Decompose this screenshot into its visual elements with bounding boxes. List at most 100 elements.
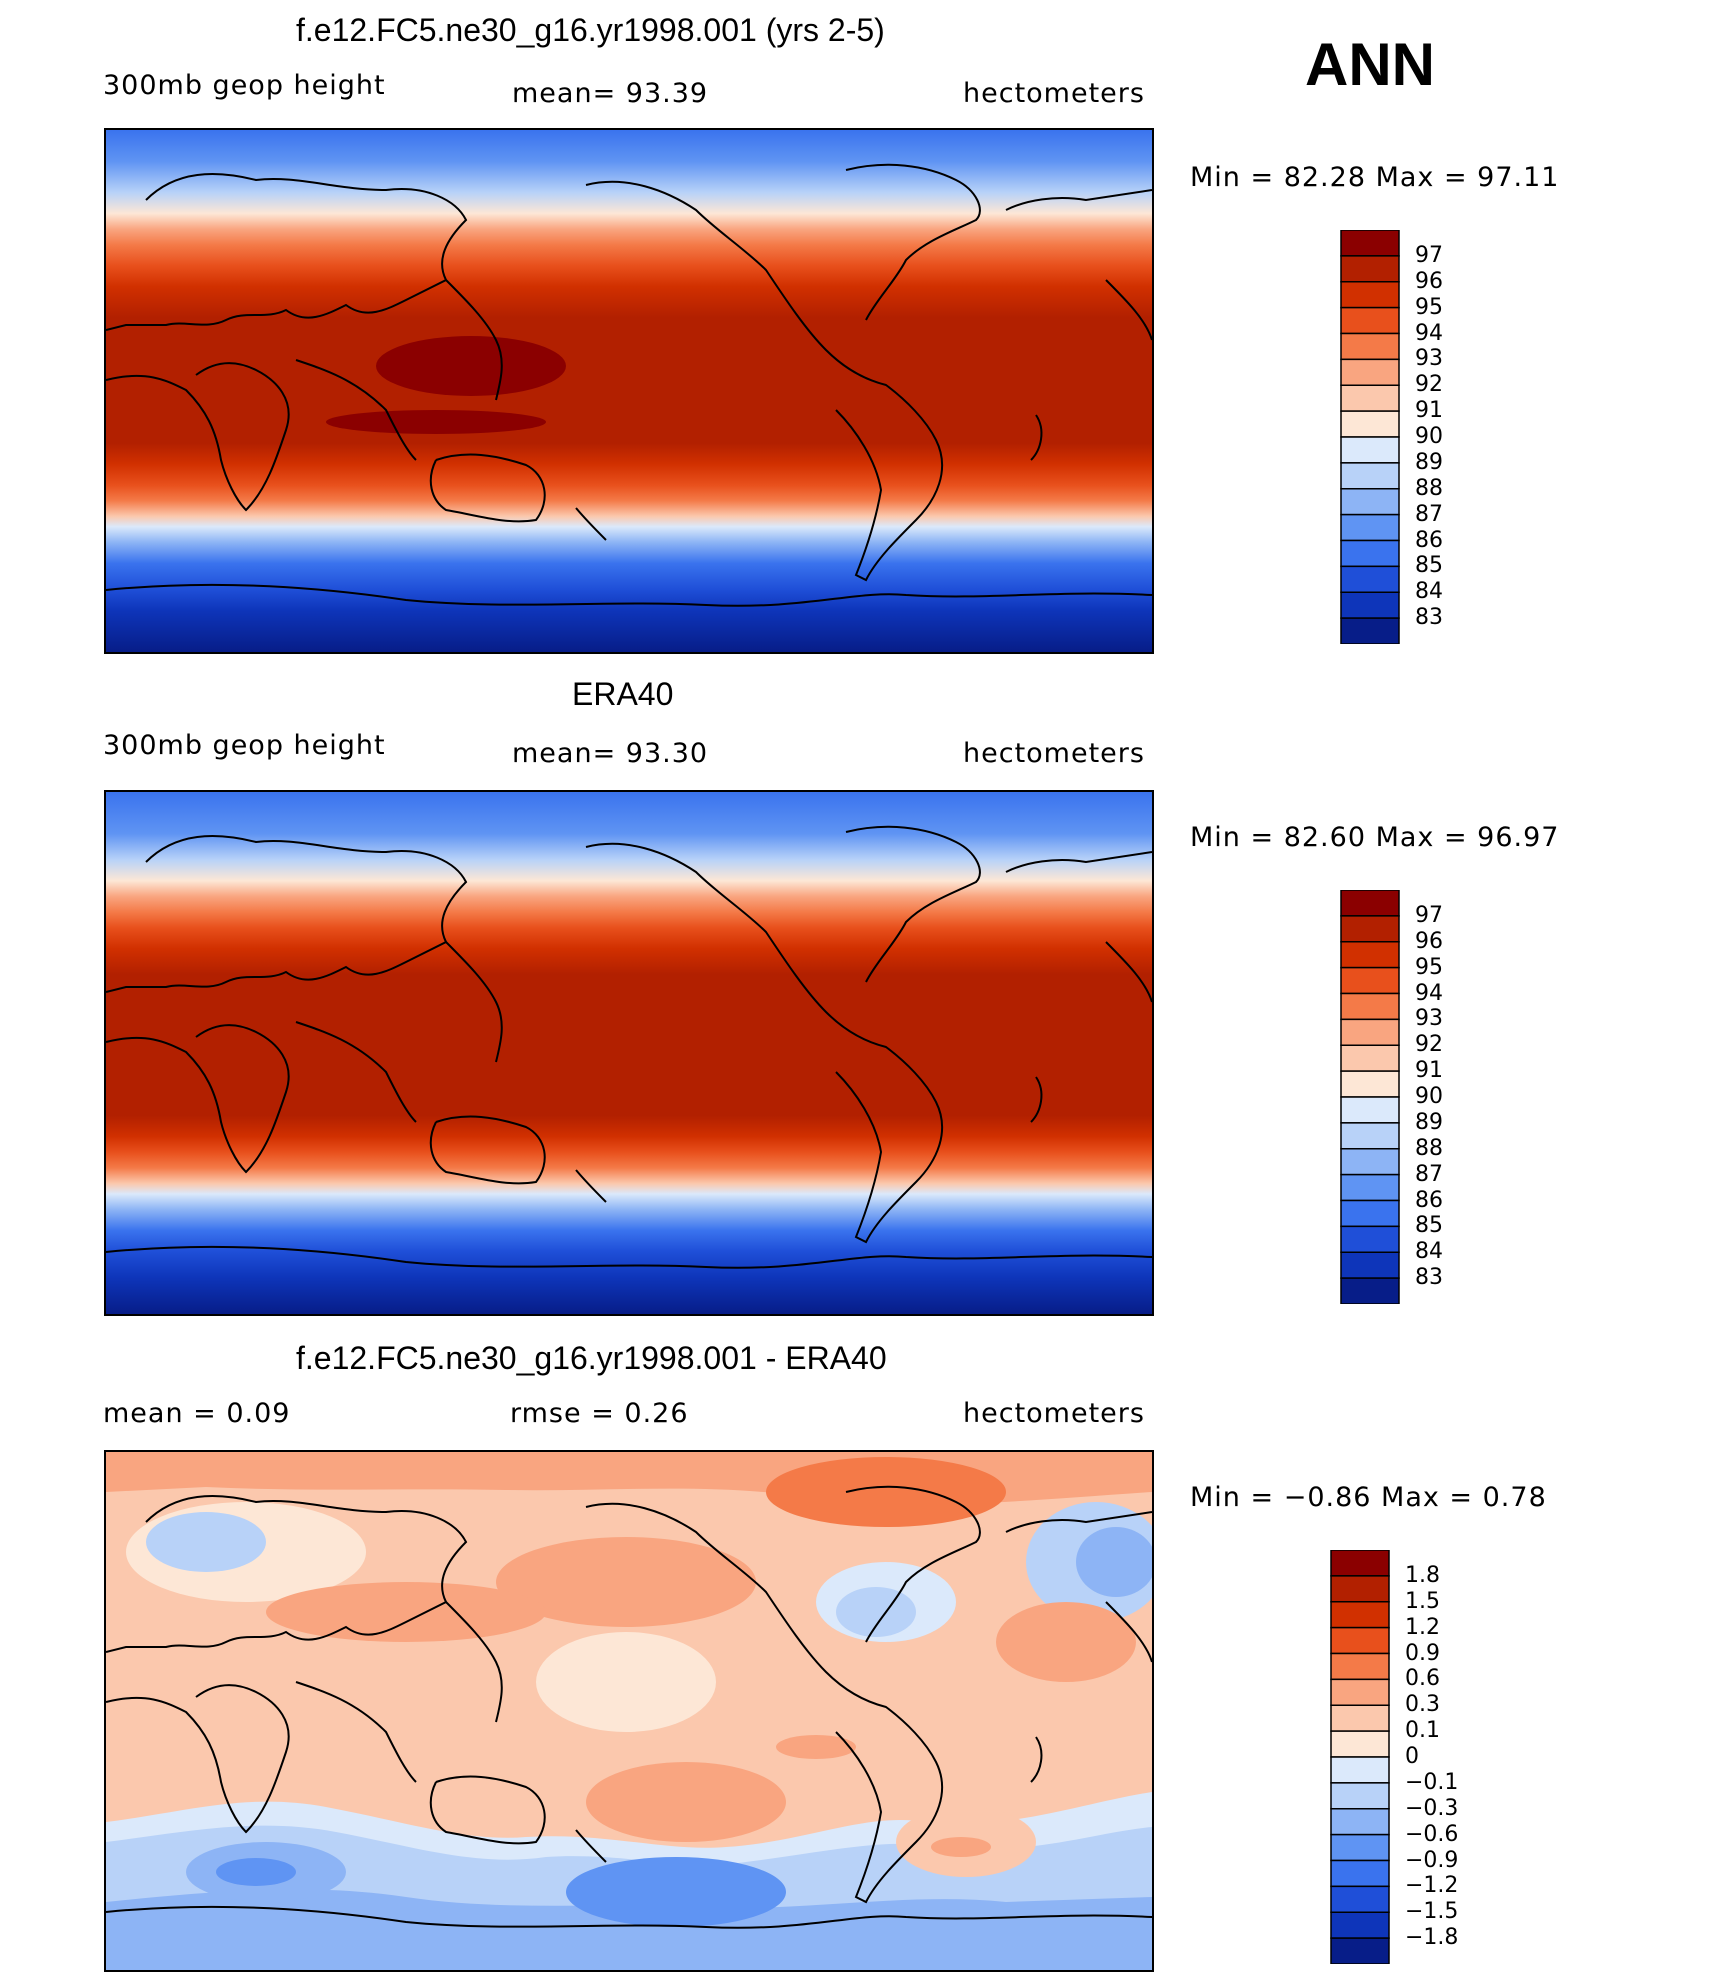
panel2-mean-label: mean= 93.30 xyxy=(512,738,709,769)
colorbar-swatch xyxy=(1340,281,1400,309)
panel3-units-label: hectometers xyxy=(963,1398,1145,1429)
colorbar-label: 88 xyxy=(1415,1135,1443,1161)
colorbar-label: 87 xyxy=(1415,1161,1443,1187)
colorbar-swatch xyxy=(1340,1044,1400,1072)
colorbar-label: 1.2 xyxy=(1405,1614,1440,1640)
colorbar-swatch xyxy=(1340,384,1400,412)
colorbar-swatch xyxy=(1330,1885,1390,1913)
colorbar-swatch xyxy=(1330,1730,1390,1758)
colorbar-label: 0.6 xyxy=(1405,1666,1440,1692)
colorbar-swatch xyxy=(1340,462,1400,490)
colorbar-swatch xyxy=(1340,617,1400,645)
colorbar-label: 95 xyxy=(1415,954,1443,980)
colorbar-swatch xyxy=(1340,992,1400,1021)
colorbar-swatch xyxy=(1340,1018,1400,1046)
colorbar-swatch xyxy=(1340,915,1400,943)
panel3-title: f.e12.FC5.ne30_g16.yr1998.001 - ERA40 xyxy=(296,1340,887,1376)
colorbar-label: 94 xyxy=(1415,320,1443,346)
colorbar-label: 88 xyxy=(1415,475,1443,501)
colorbar-label: 92 xyxy=(1415,1032,1443,1058)
colorbar-swatch xyxy=(1340,332,1400,361)
colorbar-swatch xyxy=(1330,1704,1390,1732)
colorbar-label: 0.3 xyxy=(1405,1692,1440,1718)
panel1-max-region xyxy=(376,336,566,396)
colorbar-swatch xyxy=(1340,1251,1400,1279)
colorbar-swatch xyxy=(1340,488,1400,516)
colorbar-label: 89 xyxy=(1415,449,1443,475)
colorbar-label: −0.9 xyxy=(1405,1847,1459,1873)
colorbar-swatch xyxy=(1330,1626,1390,1655)
panel2-colorbar-labels: 97 96 95 94 93 92 91 90 89 88 87 86 85 84 83 xyxy=(1415,890,1515,1304)
colorbar-swatch xyxy=(1340,255,1400,283)
colorbar-label: −1.8 xyxy=(1405,1925,1459,1951)
panel3-colorbar xyxy=(1330,1549,1390,1965)
colorbar-swatch xyxy=(1330,1859,1390,1888)
colorbar-swatch xyxy=(1340,306,1400,335)
panel1-title: f.e12.FC5.ne30_g16.yr1998.001 (yrs 2-5) xyxy=(296,12,885,48)
panel1-field xyxy=(106,130,1152,652)
colorbar-swatch xyxy=(1340,1199,1400,1228)
colorbar-swatch xyxy=(1340,1225,1400,1253)
colorbar-swatch xyxy=(1340,889,1400,917)
panel1-units-label: hectometers xyxy=(963,78,1145,109)
panel3-rmse-label: rmse = 0.26 xyxy=(510,1398,689,1429)
colorbar-swatch xyxy=(1340,591,1400,619)
colorbar-swatch xyxy=(1330,1652,1390,1681)
colorbar-label: 93 xyxy=(1415,346,1443,372)
colorbar-label: 86 xyxy=(1415,1187,1443,1213)
colorbar-swatch xyxy=(1330,1833,1390,1862)
colorbar-swatch xyxy=(1330,1549,1390,1577)
panel3-map xyxy=(104,1450,1154,1972)
colorbar-label: 85 xyxy=(1415,1213,1443,1239)
colorbar-label: 84 xyxy=(1415,1239,1443,1265)
colorbar-label: 0.1 xyxy=(1405,1718,1440,1744)
colorbar-swatch xyxy=(1340,941,1400,969)
panel2-field xyxy=(106,792,1152,1314)
colorbar-label: 95 xyxy=(1415,294,1443,320)
colorbar-swatch xyxy=(1330,1937,1390,1965)
panel2-variable-label: 300mb geop height xyxy=(103,730,386,761)
colorbar-swatch xyxy=(1340,513,1400,542)
panel3-colorbar-labels: 1.8 1.5 1.2 0.9 0.6 0.3 0.1 0 −0.1 −0.3 −0.6 −0.9 −1… xyxy=(1405,1550,1515,1964)
colorbar-swatch xyxy=(1340,539,1400,568)
panel2-title: ERA40 xyxy=(572,676,674,712)
colorbar-label: 1.5 xyxy=(1405,1588,1440,1614)
colorbar-swatch xyxy=(1330,1601,1390,1629)
colorbar-swatch xyxy=(1330,1575,1390,1603)
colorbar-label: −0.1 xyxy=(1405,1769,1459,1795)
panel3-minmax: Min = −0.86 Max = 0.78 xyxy=(1190,1482,1547,1513)
panel3-coastlines xyxy=(106,1485,1152,1929)
colorbar-swatch xyxy=(1340,1070,1400,1098)
colorbar-label: 97 xyxy=(1415,902,1443,928)
panel2-coastlines xyxy=(106,825,1152,1269)
colorbar-label: 90 xyxy=(1415,1084,1443,1109)
panel2-units-label: hectometers xyxy=(963,738,1145,769)
colorbar-label: 91 xyxy=(1415,398,1443,424)
colorbar-label: 83 xyxy=(1415,605,1443,631)
colorbar-label: 85 xyxy=(1415,553,1443,579)
colorbar-swatch xyxy=(1330,1782,1390,1810)
panel2-colorbar xyxy=(1340,889,1400,1305)
colorbar-label: 93 xyxy=(1415,1006,1443,1032)
colorbar-swatch xyxy=(1340,1096,1400,1124)
colorbar-label: 1.8 xyxy=(1405,1562,1440,1588)
colorbar-label: 89 xyxy=(1415,1109,1443,1135)
panel1-colorbar-labels: 97 96 95 94 93 92 91 90 89 88 87 86 85 84 83 xyxy=(1415,230,1515,644)
panel2-map xyxy=(104,790,1154,1316)
colorbar-swatch xyxy=(1340,358,1400,386)
colorbar-label: 94 xyxy=(1415,980,1443,1006)
colorbar-swatch xyxy=(1330,1911,1390,1939)
colorbar-label: −1.2 xyxy=(1405,1873,1459,1899)
colorbar-swatch xyxy=(1340,565,1400,593)
colorbar-label: 97 xyxy=(1415,242,1443,268)
colorbar-label: 87 xyxy=(1415,501,1443,527)
panel1-mean-label: mean= 93.39 xyxy=(512,78,709,109)
colorbar-label: 96 xyxy=(1415,928,1443,954)
colorbar-label: −0.3 xyxy=(1405,1795,1459,1821)
colorbar-swatch xyxy=(1330,1756,1390,1784)
season-label: ANN xyxy=(1305,31,1435,98)
colorbar-label: 92 xyxy=(1415,372,1443,398)
colorbar-label: 83 xyxy=(1415,1265,1443,1291)
colorbar-label: 84 xyxy=(1415,579,1443,605)
panel2-minmax: Min = 82.60 Max = 96.97 xyxy=(1190,822,1560,853)
